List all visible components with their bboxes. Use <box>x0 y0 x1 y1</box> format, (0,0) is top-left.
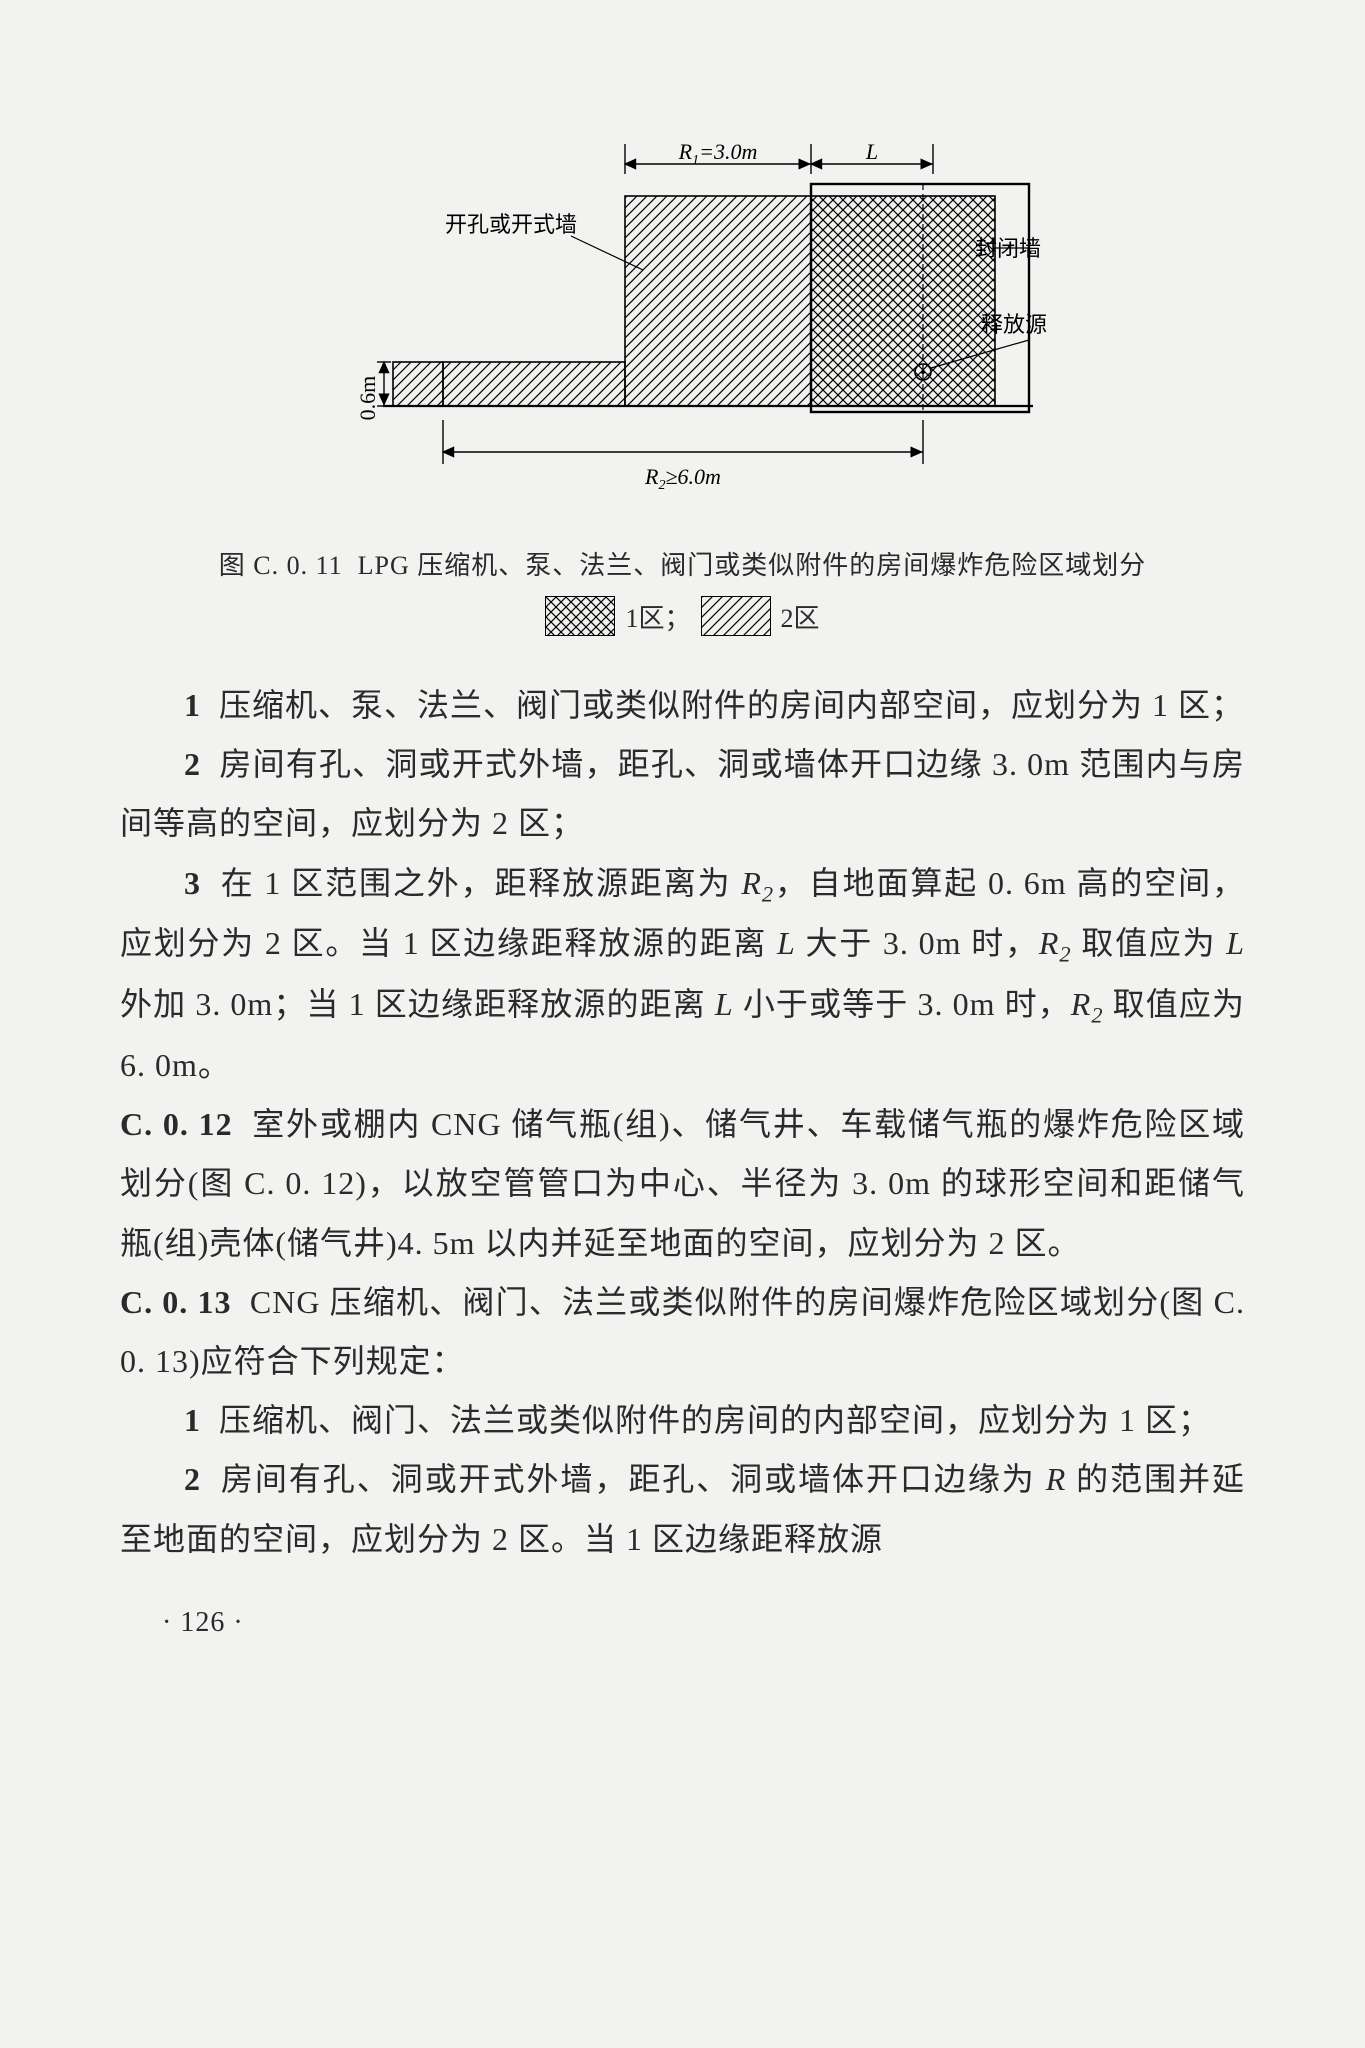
var-L: L <box>715 986 734 1022</box>
dim-L: L <box>864 140 877 164</box>
item-1: 1 压缩机、泵、法兰、阀门或类似附件的房间内部空间，应划分为 1 区； <box>120 676 1245 735</box>
legend-label-zone2: 2区 <box>781 598 820 635</box>
dim-r1: R1=3.0m <box>677 140 757 168</box>
item-num: 2 <box>184 1461 201 1497</box>
var-R: R <box>741 865 762 901</box>
item-1-text: 压缩机、泵、法兰、阀门或类似附件的房间内部空间，应划分为 1 区； <box>219 687 1244 723</box>
body-text: 1 压缩机、泵、法兰、阀门或类似附件的房间内部空间，应划分为 1 区； 2 房间… <box>120 676 1245 1649</box>
item-c013-1: 1 压缩机、阀门、法兰或类似附件的房间的内部空间，应划分为 1 区； <box>120 1391 1245 1450</box>
legend: 1区； 2区 <box>120 596 1245 636</box>
var-R: R <box>1071 986 1092 1022</box>
t: 取值应为 <box>1072 925 1227 961</box>
zone2-step <box>443 362 625 406</box>
diagram-svg: R1=3.0m L 开孔或开式墙 封闭墙 释放源 0.6m <box>313 140 1053 510</box>
item-c013-2: 2 房间有孔、洞或开式外墙，距孔、洞或墙体开口边缘为 R 的范围并延至地面的空间… <box>120 1450 1245 1568</box>
hazard-zone-diagram: R1=3.0m L 开孔或开式墙 封闭墙 释放源 0.6m <box>313 140 1053 515</box>
var-R: R <box>1046 1461 1067 1497</box>
t: 房间有孔、洞或开式外墙，距孔、洞或墙体开口边缘为 <box>221 1461 1046 1497</box>
var-L: L <box>777 925 796 961</box>
zone2-step-left <box>393 362 443 406</box>
t: 大于 3. 0m 时， <box>796 925 1039 961</box>
item-num: 1 <box>184 687 201 723</box>
dim-06m: 0.6m <box>355 376 380 421</box>
t: 外加 3. 0m；当 1 区边缘距释放源的距离 <box>120 986 715 1022</box>
legend-swatch-zone2 <box>701 596 771 636</box>
clause-c012-text: 室外或棚内 CNG 储气瓶(组)、储气井、车载储气瓶的爆炸危险区域划分(图 C.… <box>120 1106 1245 1260</box>
dim-r2: R2≥6.0m <box>644 464 721 493</box>
item-2-text: 房间有孔、洞或开式外墙，距孔、洞或墙体开口边缘 3. 0m 范围内与房间等高的空… <box>120 746 1245 841</box>
item-text: 压缩机、阀门、法兰或类似附件的房间的内部空间，应划分为 1 区； <box>219 1402 1211 1438</box>
clause-c013: C. 0. 13 CNG 压缩机、阀门、法兰或类似附件的房间爆炸危险区域划分(图… <box>120 1273 1245 1391</box>
clause-c013-text: CNG 压缩机、阀门、法兰或类似附件的房间爆炸危险区域划分(图 C. 0. 13… <box>120 1284 1245 1379</box>
label-open-wall: 开孔或开式墙 <box>445 212 577 237</box>
legend-label-zone1: 1区； <box>625 598 690 635</box>
clause-number: C. 0. 13 <box>120 1284 232 1320</box>
item-3: 3 在 1 区范围之外，距释放源距离为 R2，自地面算起 0. 6m 高的空间，… <box>120 854 1245 1096</box>
item-num: 1 <box>184 1402 201 1438</box>
zone2-main <box>625 196 811 406</box>
var-sub: 2 <box>1059 942 1071 967</box>
figure-number: 图 C. 0. 11 <box>219 551 343 580</box>
clause-c012: C. 0. 12 室外或棚内 CNG 储气瓶(组)、储气井、车载储气瓶的爆炸危险… <box>120 1095 1245 1273</box>
page-number: · 126 · <box>120 1597 1245 1649</box>
clause-number: C. 0. 12 <box>120 1106 233 1142</box>
item-num: 3 <box>184 865 201 901</box>
var-sub: 2 <box>762 881 774 906</box>
var-sub: 2 <box>1091 1003 1103 1028</box>
item-2: 2 房间有孔、洞或开式外墙，距孔、洞或墙体开口边缘 3. 0m 范围内与房间等高… <box>120 735 1245 853</box>
item-num: 2 <box>184 746 201 782</box>
t: 在 1 区范围之外，距释放源距离为 <box>221 865 742 901</box>
var-R: R <box>1039 925 1060 961</box>
label-release-source: 释放源 <box>980 312 1046 337</box>
legend-swatch-zone1 <box>545 596 615 636</box>
figure-caption: 图 C. 0. 11 LPG 压缩机、泵、法兰、阀门或类似附件的房间爆炸危险区域… <box>120 545 1245 582</box>
var-L: L <box>1226 925 1245 961</box>
figure-title: LPG 压缩机、泵、法兰、阀门或类似附件的房间爆炸危险区域划分 <box>358 551 1147 580</box>
zone1-room <box>811 196 995 406</box>
t: 小于或等于 3. 0m 时， <box>734 986 1071 1022</box>
